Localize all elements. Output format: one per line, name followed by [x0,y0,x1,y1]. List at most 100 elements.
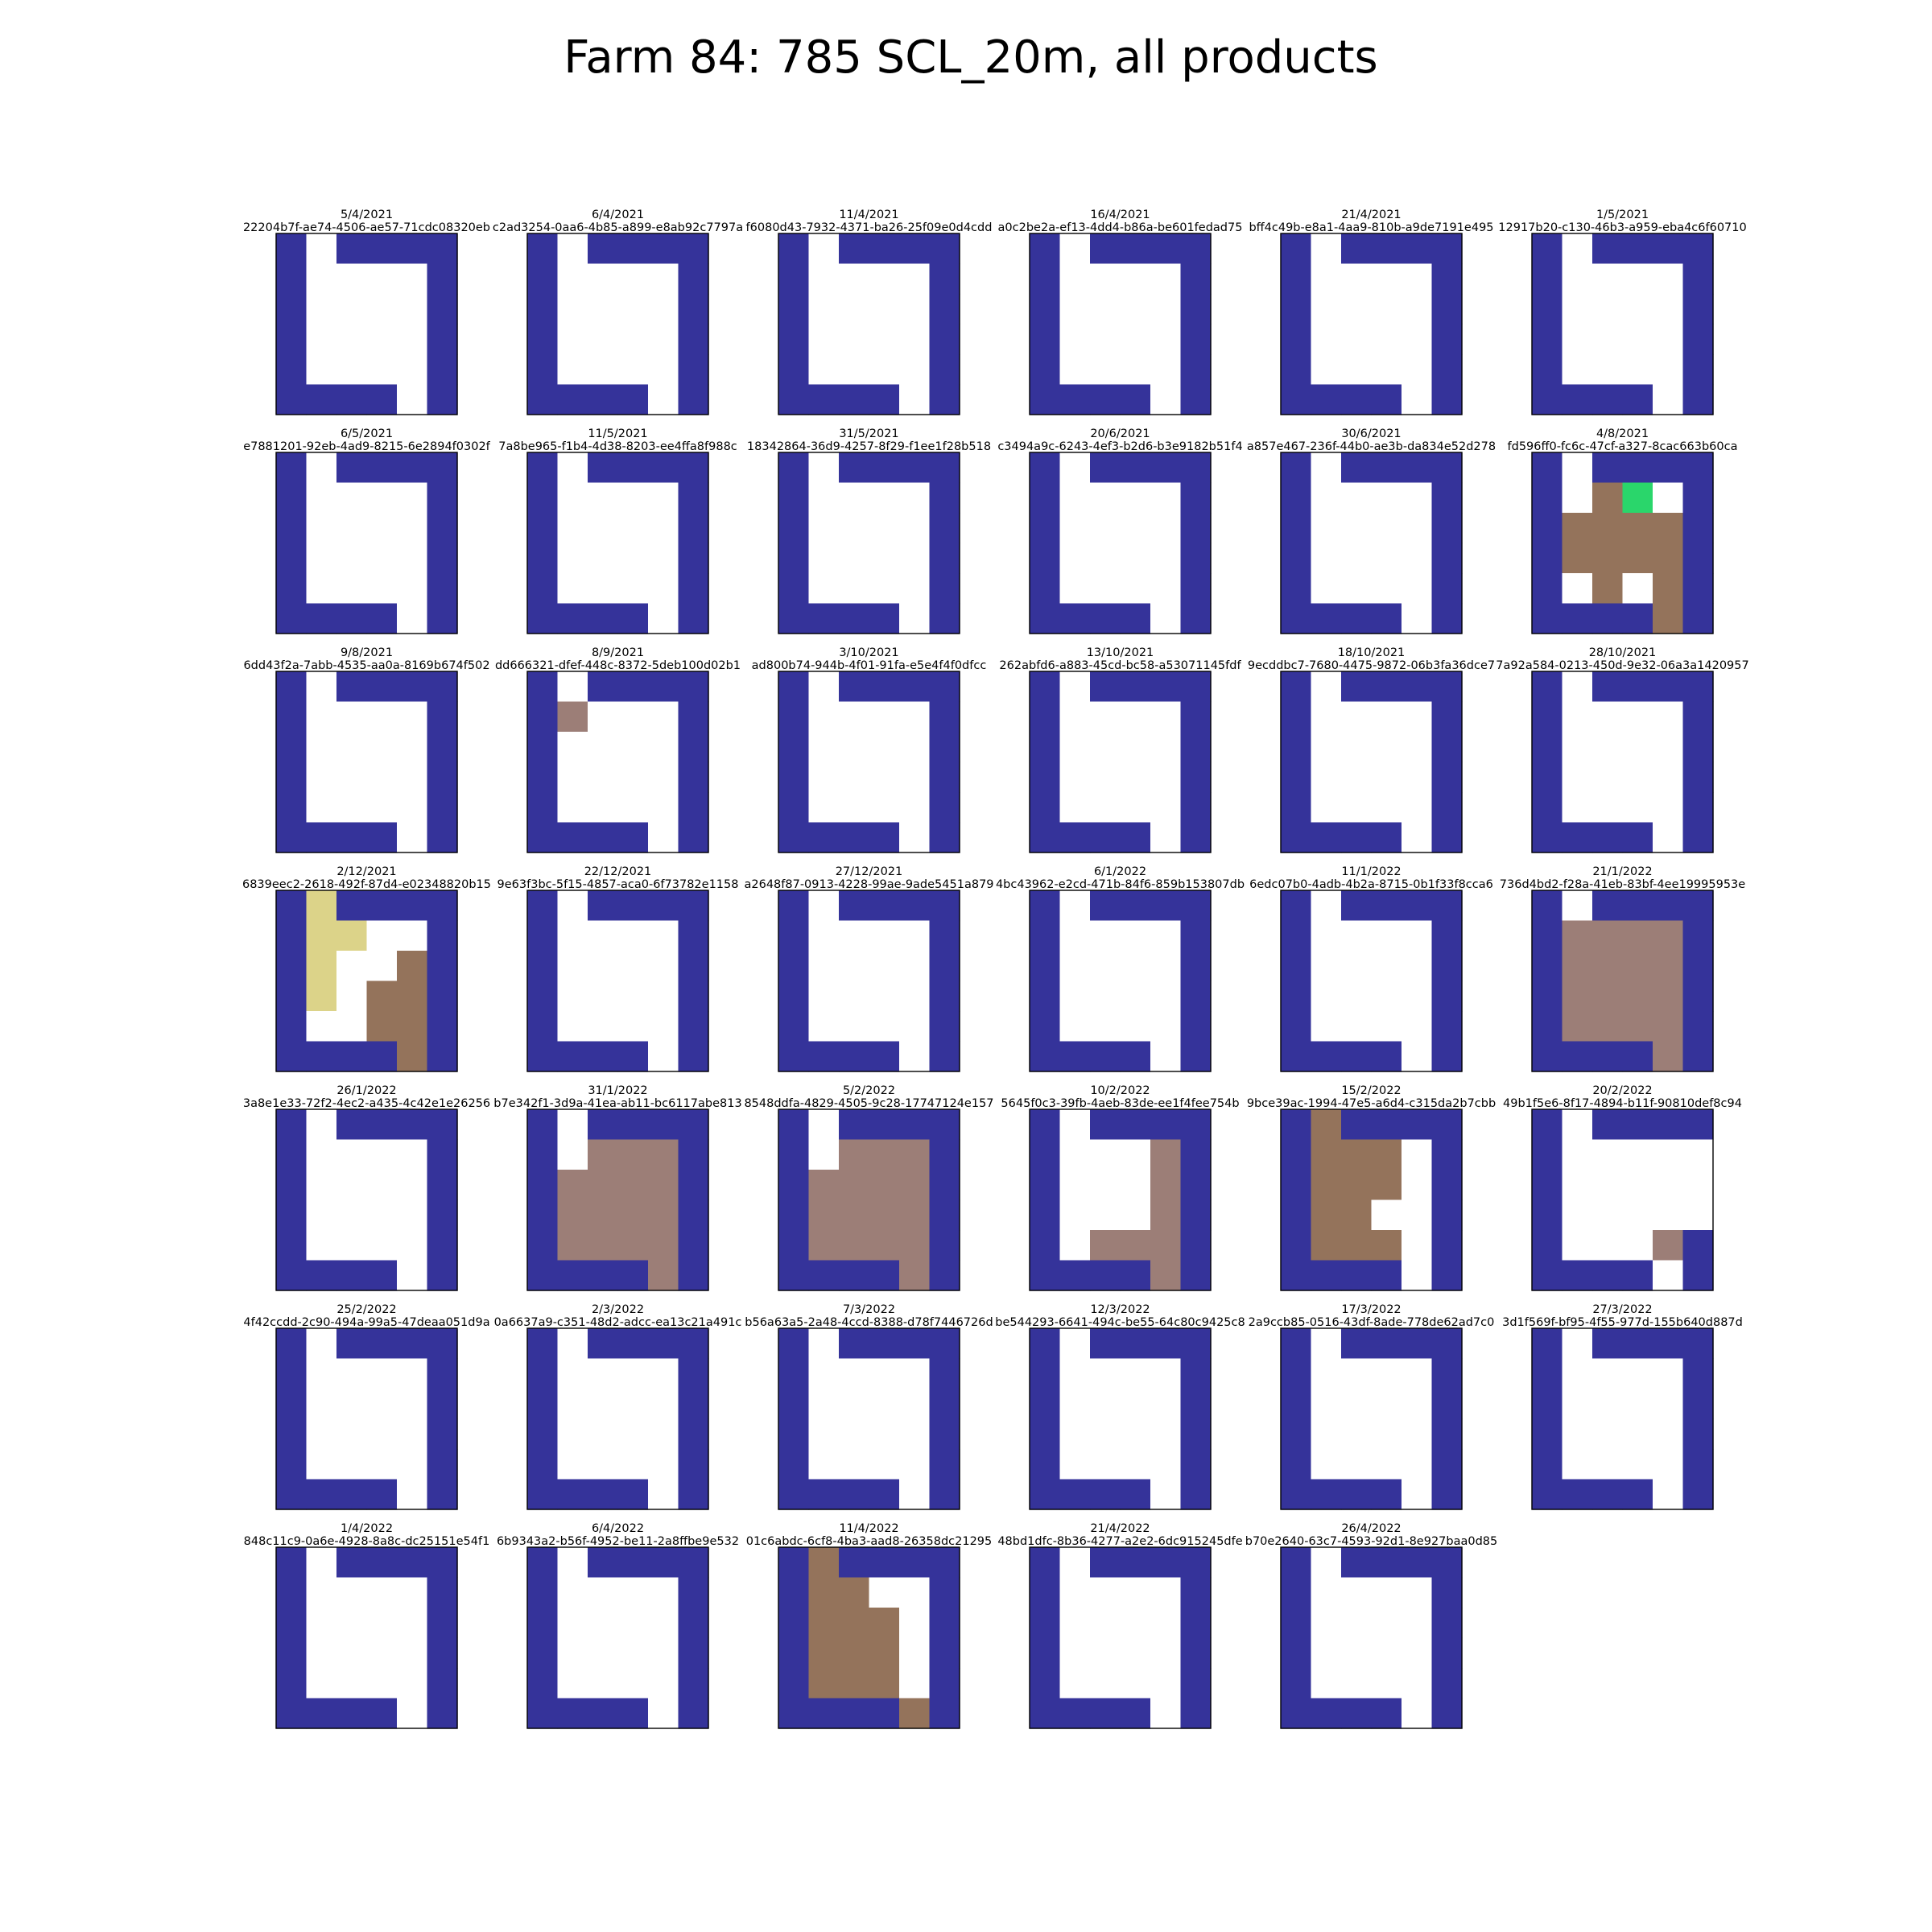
scl-cell [397,1199,428,1231]
scl-cell [1059,951,1091,982]
scl-panel: 6/4/2021c2ad3254-0aa6-4b85-a899-e8ab92c7… [493,208,743,415]
scl-cell [1341,1199,1373,1231]
scl-cell [678,1358,709,1389]
scl-cell [276,324,308,355]
scl-cell [1371,263,1402,295]
scl-cell [778,1698,810,1729]
scl-cell [1180,1230,1212,1261]
scl-cell [397,1139,428,1170]
scl-cell [557,1041,588,1072]
scl-cell [929,1698,960,1729]
scl-cell [1311,1260,1342,1291]
scl-cell [778,513,810,544]
scl-cell [1532,384,1563,415]
scl-cell [869,951,900,982]
scl-cell [678,354,709,386]
scl-cell [648,671,679,703]
scl-cell [276,822,308,853]
scl-cell [1622,732,1653,763]
scl-cell [899,1418,931,1450]
scl-cell [1150,294,1182,325]
scl-cell [1030,603,1061,634]
scl-cell [778,920,810,952]
scl-cell [1682,1479,1714,1510]
scl-cell [1090,1011,1121,1042]
scl-cell [1562,482,1593,514]
scl-cell [808,294,840,325]
panel-date: 20/2/2022 [1592,1084,1652,1097]
scl-cell [678,1668,709,1699]
scl-cell [839,1547,870,1579]
scl-cell [1281,1668,1312,1699]
scl-cell [1402,1608,1433,1639]
scl-cell [1120,513,1151,544]
scl-cell [929,951,960,982]
scl-cell [1180,1418,1212,1450]
scl-cell [839,1479,870,1510]
scl-cell [1311,1698,1342,1729]
scl-cell [808,1041,840,1072]
scl-cell [397,263,428,295]
scl-cell [1402,980,1433,1012]
scl-cell [1341,1608,1373,1639]
panel-product-id: 848c11c9-0a6e-4928-8a8c-dc25151e54f1 [244,1535,490,1548]
scl-cell [1120,233,1151,265]
panel-date: 27/12/2021 [836,865,903,878]
panel-product-id: a2648f87-0913-4228-99ae-9ade5451a879 [744,878,993,891]
scl-cell [1592,1011,1624,1042]
scl-cell [306,1328,337,1360]
scl-cell [336,762,368,793]
panel-frame [275,890,458,1072]
scl-cell [1281,890,1312,922]
scl-cell [808,671,840,703]
panel-date: 21/4/2021 [1341,208,1401,221]
scl-cell [678,1170,709,1201]
scl-cell [276,1637,308,1669]
panel-date: 11/1/2022 [1341,865,1401,878]
panel-date: 6/4/2022 [592,1522,644,1535]
scl-cell [1562,822,1593,853]
scl-cell [1371,1449,1402,1480]
scl-cell [1059,1260,1091,1291]
scl-cell [839,920,870,952]
scl-cell [276,1389,308,1420]
scl-cell [778,1637,810,1669]
scl-cell [1371,980,1402,1012]
scl-cell [869,294,900,325]
scl-cell [1682,1230,1714,1261]
scl-cell [1180,452,1212,484]
scl-cell [1090,603,1121,634]
scl-cell [276,1577,308,1608]
scl-cell [306,732,337,763]
scl-cell [306,671,337,703]
scl-cell [276,354,308,386]
scl-cell [306,1668,337,1699]
scl-cell [808,1011,840,1042]
panel-frame [1029,671,1212,853]
scl-cell [427,324,458,355]
panel-date: 2/3/2022 [592,1303,644,1316]
scl-cell [1311,671,1342,703]
scl-cell [366,1577,398,1608]
scl-cell [808,513,840,544]
scl-cell [306,452,337,484]
scl-cell [1402,1449,1433,1480]
scl-cell [527,1479,559,1510]
scl-cell [557,233,588,265]
scl-cell [1592,233,1624,265]
scl-cell [1059,732,1091,763]
scl-cell [1090,1199,1121,1231]
scl-cell [276,263,308,295]
scl-cell [427,1637,458,1669]
scl-cell [306,980,337,1012]
scl-cell [1653,452,1684,484]
panel-date: 27/3/2022 [1592,1303,1652,1316]
scl-cell [306,822,337,853]
scl-cell [1059,762,1091,793]
scl-cell [617,671,649,703]
scl-cell [1341,482,1373,514]
scl-cell [1431,1577,1463,1608]
scl-cell [557,822,588,853]
scl-cell [1059,1358,1091,1389]
scl-cell [1653,732,1684,763]
